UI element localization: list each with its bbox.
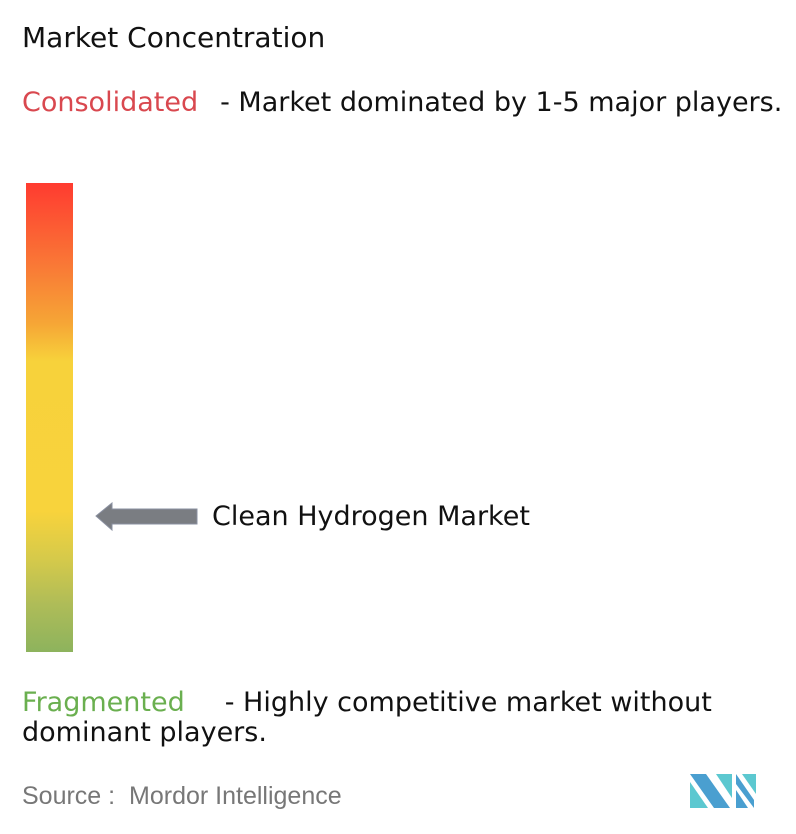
page-title: Market Concentration <box>22 21 326 54</box>
consolidated-text: - Market dominated by 1-5 major players. <box>220 87 783 118</box>
consolidated-label: Consolidated <box>22 87 199 118</box>
fragmented-label: Fragmented <box>22 687 185 718</box>
source-name: Mordor Intelligence <box>129 782 342 810</box>
fragmented-description: Fragmented - Highly competitive market wi… <box>22 688 792 748</box>
fragmented-text: - Highly competitive market without domi… <box>22 687 712 748</box>
mordor-intelligence-logo <box>690 774 756 808</box>
source-credit: Source : Mordor Intelligence <box>22 782 342 811</box>
market-indicator-label: Clean Hydrogen Market <box>212 501 530 532</box>
source-prefix: Source : <box>22 782 116 810</box>
concentration-gradient-bar <box>26 183 73 652</box>
arrow-left-icon <box>95 502 198 532</box>
consolidated-description: Consolidated - Market dominated by 1-5 ma… <box>22 88 792 118</box>
